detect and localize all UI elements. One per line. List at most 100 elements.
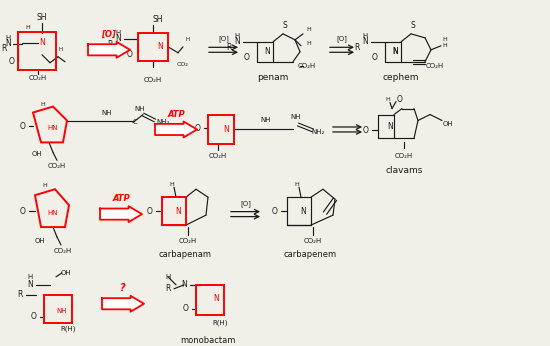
Text: CO₂H: CO₂H (298, 63, 316, 69)
Text: H: H (362, 33, 367, 39)
Text: OH: OH (60, 270, 72, 276)
Text: SH: SH (153, 16, 163, 25)
Text: R(H): R(H) (60, 325, 76, 332)
Text: NH: NH (261, 117, 271, 122)
Text: N: N (157, 42, 163, 51)
Text: N: N (213, 294, 219, 303)
Text: H: H (41, 102, 45, 107)
Text: N: N (175, 207, 181, 216)
Text: CO₂H: CO₂H (209, 153, 227, 160)
Text: NH: NH (135, 106, 145, 111)
Text: H: H (26, 25, 30, 30)
Text: H: H (6, 35, 10, 41)
Text: N: N (264, 47, 270, 56)
Text: R: R (1, 44, 7, 53)
Text: clavams: clavams (386, 166, 423, 175)
Text: R: R (107, 40, 113, 49)
Text: H: H (443, 37, 447, 42)
Text: H: H (169, 182, 174, 187)
Text: H: H (307, 41, 311, 46)
Text: O: O (363, 126, 369, 135)
Text: H: H (186, 37, 190, 42)
Text: CO₂: CO₂ (177, 62, 189, 67)
Text: NH: NH (57, 308, 67, 314)
Text: R: R (17, 290, 23, 299)
Text: S: S (411, 21, 415, 30)
Text: N: N (234, 37, 240, 46)
Text: N: N (115, 34, 121, 43)
Text: HN: HN (48, 210, 58, 216)
Text: H: H (307, 27, 311, 33)
Text: O: O (20, 207, 26, 216)
Text: O: O (244, 53, 250, 62)
Text: CO₂H: CO₂H (48, 163, 66, 169)
Text: ATP: ATP (167, 110, 185, 119)
Polygon shape (102, 296, 144, 312)
Bar (162, 197, 186, 225)
Text: N: N (387, 122, 393, 131)
Text: CO₂H: CO₂H (179, 238, 197, 244)
Text: NH: NH (102, 110, 112, 116)
Bar (44, 295, 72, 323)
Text: carbapenem: carbapenem (283, 251, 337, 260)
Text: N: N (27, 280, 33, 289)
Text: CO₂H: CO₂H (54, 248, 72, 254)
Text: CO₂H: CO₂H (426, 63, 444, 69)
Text: O: O (31, 312, 37, 321)
Text: N: N (392, 47, 398, 56)
Text: N: N (181, 280, 187, 289)
Text: penam: penam (257, 73, 289, 82)
Text: R: R (354, 43, 360, 52)
Text: O: O (9, 57, 15, 66)
Text: SH: SH (37, 13, 47, 22)
Text: N: N (223, 125, 229, 134)
Polygon shape (100, 206, 142, 222)
Text: cephem: cephem (383, 73, 419, 82)
Text: H: H (166, 274, 170, 280)
Text: ?: ? (120, 283, 126, 293)
Bar (208, 115, 234, 144)
Text: [O]: [O] (337, 36, 348, 42)
Text: NH₂: NH₂ (156, 119, 170, 126)
Text: N: N (39, 38, 45, 47)
Bar (138, 33, 168, 61)
Text: H: H (234, 33, 240, 39)
Text: NH: NH (291, 113, 301, 119)
Text: H: H (116, 30, 120, 36)
Text: O: O (195, 124, 201, 133)
Text: H: H (43, 183, 47, 188)
Text: CO₂H: CO₂H (304, 238, 322, 244)
Text: H: H (28, 274, 32, 280)
Text: O: O (147, 207, 153, 216)
Text: O: O (272, 207, 278, 216)
Text: H: H (386, 97, 390, 102)
Text: O: O (20, 122, 26, 131)
Text: [O]: [O] (102, 30, 117, 39)
Text: R(H): R(H) (212, 319, 228, 326)
Text: H: H (443, 43, 447, 48)
Polygon shape (155, 121, 197, 137)
Bar (18, 32, 56, 70)
Text: O: O (127, 50, 133, 59)
Text: OH: OH (32, 151, 42, 157)
Text: ATP: ATP (112, 194, 130, 203)
Text: C: C (133, 119, 138, 126)
Text: R: R (226, 43, 232, 52)
Text: OH: OH (35, 238, 45, 244)
Text: [O]: [O] (240, 200, 251, 207)
Text: N: N (5, 39, 11, 48)
Text: R: R (166, 284, 170, 293)
Text: O: O (397, 95, 403, 104)
Text: O: O (183, 304, 189, 313)
Polygon shape (88, 42, 130, 58)
Text: [O]: [O] (218, 36, 229, 42)
Text: OH: OH (443, 121, 453, 127)
Bar (196, 285, 224, 315)
Text: CO₂H: CO₂H (395, 153, 413, 160)
Text: O: O (372, 53, 378, 62)
Text: N: N (300, 207, 306, 216)
Text: H: H (59, 47, 63, 52)
Text: CO₂H: CO₂H (29, 75, 47, 81)
Text: N: N (362, 37, 368, 46)
Text: NH₂: NH₂ (311, 129, 324, 135)
